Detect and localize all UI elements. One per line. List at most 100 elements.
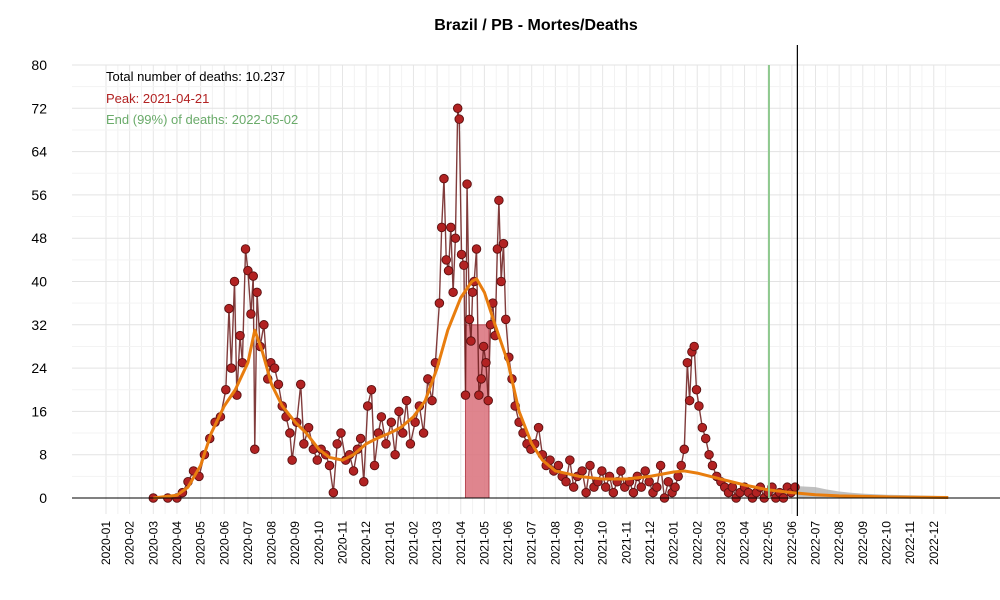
data-point — [390, 449, 400, 460]
data-point — [700, 433, 711, 444]
data-point — [410, 417, 420, 427]
data-point — [259, 320, 269, 330]
data-point — [221, 385, 231, 395]
data-point — [269, 363, 280, 373]
data-point — [533, 422, 544, 433]
data-point — [443, 265, 454, 276]
data-point — [362, 401, 373, 411]
x-tick-label: 2021-10 — [596, 521, 610, 565]
data-point — [694, 401, 704, 411]
x-tick-label: 2020-04 — [170, 521, 184, 565]
data-point — [273, 379, 284, 390]
data-point — [246, 309, 256, 319]
x-tick-label: 2022-04 — [738, 521, 752, 565]
data-point — [676, 460, 686, 471]
x-tick-label: 2021-04 — [454, 521, 468, 565]
x-tick-label: 2020-12 — [359, 521, 373, 565]
x-tick-label: 2020-11 — [336, 521, 350, 564]
x-tick-label: 2022-06 — [785, 521, 799, 565]
x-tick-label: 2022-03 — [714, 521, 728, 565]
data-point — [652, 482, 662, 492]
data-point — [471, 244, 482, 254]
data-point — [459, 260, 469, 271]
x-tick-label: 2022-05 — [761, 521, 775, 565]
x-tick-label: 2022-07 — [809, 521, 823, 565]
data-point — [616, 466, 626, 476]
x-tick-label: 2021-12 — [643, 521, 657, 565]
x-tick-label: 2020-08 — [265, 521, 279, 565]
annotation-total: Total number of deaths: 10.237 — [106, 69, 285, 84]
data-point — [704, 449, 714, 460]
data-point — [476, 374, 486, 384]
data-point — [332, 439, 342, 449]
annotation-peak: Peak: 2021-04-21 — [106, 91, 209, 106]
data-point — [568, 482, 579, 492]
x-tick-label: 2022-01 — [667, 521, 681, 565]
x-tick-label: 2022-09 — [856, 521, 870, 565]
data-point — [456, 249, 467, 260]
data-point — [434, 298, 445, 308]
data-point — [640, 466, 650, 476]
data-point — [608, 487, 619, 498]
y-tick-label: 80 — [31, 57, 47, 73]
data-point — [386, 417, 397, 427]
data-point — [561, 477, 571, 487]
data-point — [226, 363, 237, 373]
data-point — [366, 385, 377, 395]
y-tick-label: 0 — [39, 490, 47, 506]
data-point — [405, 439, 416, 449]
data-point — [252, 287, 262, 298]
x-tick-label: 2021-03 — [430, 521, 444, 565]
y-tick-label: 32 — [31, 317, 47, 333]
data-point — [454, 114, 464, 124]
data-point — [460, 390, 471, 400]
data-point — [439, 173, 449, 184]
data-point — [248, 271, 258, 281]
data-point — [452, 103, 463, 114]
data-point — [577, 466, 587, 476]
data-point — [628, 487, 639, 498]
y-tick-label: 64 — [31, 144, 47, 160]
x-tick-label: 2022-12 — [927, 521, 941, 565]
data-point — [501, 314, 511, 325]
fitted-curve — [153, 277, 949, 500]
annotation-end: End (99%) of deaths: 2022-05-02 — [106, 112, 298, 127]
x-tick-label: 2021-05 — [477, 521, 491, 565]
data-point — [697, 422, 708, 433]
reference-lines — [72, 45, 1000, 516]
x-tick-label: 2020-03 — [146, 521, 160, 565]
data-point — [466, 336, 476, 346]
data-point — [553, 460, 564, 471]
data-point — [250, 444, 260, 455]
data-point — [448, 287, 458, 298]
data-point — [398, 428, 408, 438]
data-point — [240, 244, 251, 254]
data-point — [328, 487, 339, 498]
data-point — [369, 460, 380, 471]
x-tick-label: 2020-07 — [241, 521, 255, 565]
data-point — [670, 482, 680, 492]
data-point — [348, 466, 359, 476]
data-point — [303, 422, 314, 433]
data-point — [381, 439, 391, 449]
x-tick-label: 2022-11 — [903, 521, 917, 564]
data-point — [467, 287, 478, 298]
data-point — [581, 487, 591, 498]
data-point — [235, 330, 245, 341]
y-axis-ticks: 0 8 16 24 32 40 48 56 64 72 80 — [31, 57, 47, 506]
data-point — [285, 428, 295, 438]
data-point — [224, 303, 234, 314]
data-point — [401, 395, 412, 406]
data-point — [545, 455, 555, 465]
data-point — [492, 244, 503, 254]
x-tick-label: 2021-09 — [572, 521, 586, 565]
data-point — [450, 233, 461, 243]
y-tick-label: 40 — [31, 274, 47, 290]
data-point — [446, 222, 456, 233]
data-point — [597, 466, 607, 476]
chart-title: Brazil / PB - Mortes/Deaths — [434, 17, 638, 34]
x-tick-label: 2020-01 — [99, 521, 113, 565]
data-point — [418, 428, 429, 438]
x-axis-ticks: 2020-01 2020-02 2020-03 2020-04 2020-05 2020-… — [99, 521, 941, 565]
data-point — [299, 439, 309, 449]
